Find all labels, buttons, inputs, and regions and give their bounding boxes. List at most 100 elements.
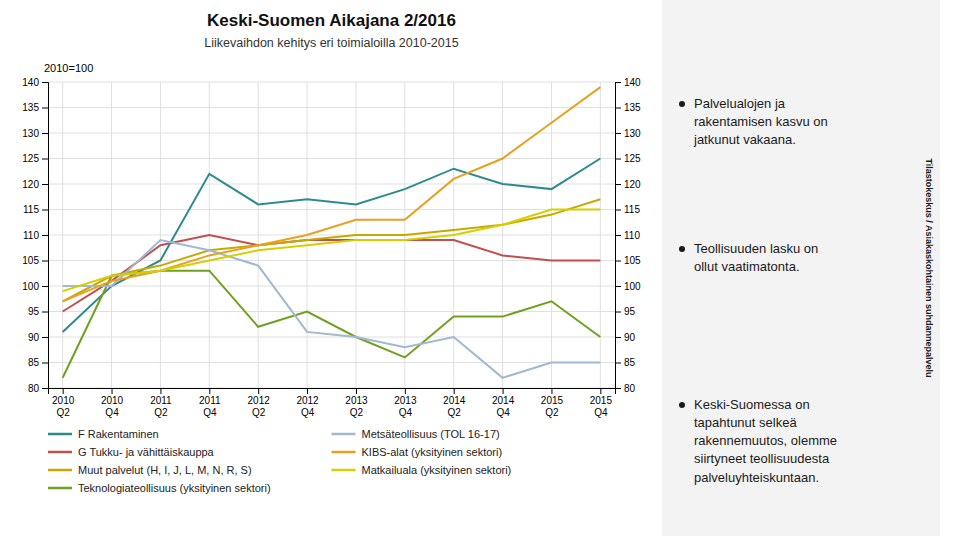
subtitle: Liikevaihdon kehitys eri toimialoilla 20… bbox=[204, 36, 458, 50]
axis-line bbox=[42, 83, 49, 389]
title: Keski-Suomen Aikajana 2/2016 bbox=[207, 11, 456, 30]
legend-label: Matkailuala (yksityinen sektori) bbox=[362, 464, 512, 476]
axis-line bbox=[616, 83, 622, 389]
tick-mark bbox=[615, 235, 621, 236]
tick-mark bbox=[615, 210, 621, 211]
grid-line bbox=[48, 158, 615, 159]
y-tick: 85 bbox=[28, 357, 48, 368]
grid-line bbox=[48, 362, 615, 363]
y-tick-label: 85 bbox=[28, 357, 40, 368]
y-right-tick: 130 bbox=[615, 128, 641, 139]
y-tick: 95 bbox=[28, 306, 48, 317]
tick-mark bbox=[112, 388, 113, 394]
series-line bbox=[63, 199, 601, 301]
series-line bbox=[63, 87, 601, 301]
legend-item: G Tukku- ja vähittäiskauppa bbox=[48, 446, 215, 458]
x-tick: 2014Q2 bbox=[443, 388, 466, 418]
y-tick-label: 130 bbox=[22, 128, 39, 139]
x-tick-label: 2010Q2 bbox=[52, 395, 75, 418]
y-right-tick-label: 135 bbox=[624, 102, 641, 113]
grid-line bbox=[48, 82, 615, 83]
y-right-tick: 100 bbox=[615, 281, 641, 292]
y-right-tick-label: 95 bbox=[624, 306, 636, 317]
grid-line bbox=[160, 82, 161, 388]
series-line bbox=[63, 159, 601, 332]
y-tick-label: 120 bbox=[22, 179, 39, 190]
x-tick: 2014Q4 bbox=[492, 388, 515, 418]
y-right-tick-label: 105 bbox=[624, 255, 641, 266]
y-tick: 90 bbox=[28, 332, 48, 343]
y-tick: 130 bbox=[22, 128, 48, 139]
x-tick: 2011Q2 bbox=[150, 388, 172, 418]
x-tick-label: 2015Q2 bbox=[541, 395, 564, 418]
legend-swatch bbox=[332, 469, 356, 472]
tick-mark bbox=[307, 388, 308, 394]
y-tick-label: 140 bbox=[22, 77, 39, 88]
tick-mark bbox=[42, 286, 48, 287]
legend-item: KIBS-alat (yksityinen sektori) bbox=[332, 446, 503, 458]
x-tick-label: 2011Q4 bbox=[199, 395, 221, 418]
bullet bbox=[679, 246, 685, 252]
x-tick: 2013Q4 bbox=[394, 388, 417, 418]
x-tick: 2015Q4 bbox=[590, 388, 613, 418]
y-right-tick-label: 125 bbox=[624, 153, 641, 164]
tick-mark bbox=[615, 261, 621, 262]
y-axis-right: 80859095100105110115120125130135140 bbox=[615, 77, 641, 394]
grid-line bbox=[48, 286, 615, 287]
x-tick-label: 2015Q4 bbox=[590, 395, 613, 418]
legend-label: Metsäteollisuus (TOL 16-17) bbox=[362, 428, 500, 440]
grid-line bbox=[111, 82, 112, 388]
grid bbox=[48, 82, 615, 388]
tick-mark bbox=[42, 388, 48, 389]
y-axis-title: 2010=100 bbox=[44, 62, 93, 74]
annotation: Keski-Suomessa ontapahtunut selkeärakenn… bbox=[694, 397, 837, 485]
grid-line bbox=[258, 82, 259, 388]
tick-mark bbox=[551, 388, 552, 394]
tick-mark bbox=[42, 108, 48, 109]
axis-line bbox=[49, 389, 616, 395]
x-tick-label: 2014Q4 bbox=[492, 395, 515, 418]
x-tick: 2015Q2 bbox=[541, 388, 564, 418]
y-tick: 105 bbox=[22, 255, 48, 266]
bullet bbox=[679, 101, 685, 107]
legend-label: G Tukku- ja vähittäiskauppa bbox=[78, 446, 215, 458]
x-tick: 2011Q4 bbox=[199, 388, 221, 418]
y-right-tick: 90 bbox=[615, 332, 636, 343]
legend-label: Muut palvelut (H, I, J, L, M, N, R, S) bbox=[78, 464, 252, 476]
tick-mark bbox=[160, 388, 161, 394]
x-tick-label: 2013Q4 bbox=[394, 395, 417, 418]
tick-mark bbox=[42, 159, 48, 160]
y-right-tick-label: 110 bbox=[624, 230, 640, 241]
y-axis: 80859095100105110115120125130135140 bbox=[22, 77, 48, 394]
grid-line bbox=[48, 133, 615, 134]
legend-swatch bbox=[332, 451, 356, 454]
tick-mark bbox=[42, 363, 48, 364]
grid-line bbox=[48, 184, 615, 185]
tick-mark bbox=[615, 133, 621, 134]
grid-line bbox=[48, 337, 615, 338]
grid-line bbox=[502, 82, 503, 388]
chart: Keski-Suomen Aikajana 2/2016 Liikevaihdon… bbox=[0, 0, 959, 536]
y-right-tick-label: 130 bbox=[624, 128, 641, 139]
y-right-tick-label: 100 bbox=[624, 281, 641, 292]
x-tick: 2012Q4 bbox=[296, 388, 319, 418]
y-tick: 80 bbox=[28, 383, 48, 394]
legend-swatch bbox=[332, 433, 356, 436]
legend-item: F Rakentaminen bbox=[48, 428, 159, 440]
tick-mark bbox=[42, 312, 48, 313]
tick-mark bbox=[600, 388, 601, 394]
y-right-tick: 105 bbox=[615, 255, 641, 266]
grid-line bbox=[48, 311, 615, 312]
tick-mark bbox=[356, 388, 357, 394]
y-right-tick: 115 bbox=[615, 204, 640, 215]
legend-swatch bbox=[48, 451, 72, 454]
y-right-tick: 120 bbox=[615, 179, 641, 190]
grid-line bbox=[600, 82, 601, 388]
x-tick: 2012Q2 bbox=[248, 388, 271, 418]
legend-item: Matkailuala (yksityinen sektori) bbox=[332, 464, 512, 476]
y-right-tick: 85 bbox=[615, 357, 636, 368]
tick-mark bbox=[63, 388, 64, 394]
x-axis: 2010Q2 2010Q4 2011Q2 2011Q4 2012Q2 2012Q4 2013… bbox=[49, 388, 616, 418]
x-tick-label: 2010Q4 bbox=[101, 395, 124, 418]
y-right-tick: 135 bbox=[615, 102, 641, 113]
